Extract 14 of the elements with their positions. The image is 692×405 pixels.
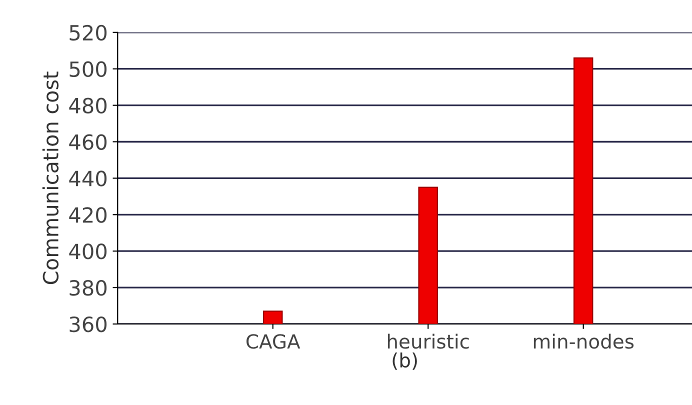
y-tick-label: 440 (69, 170, 107, 186)
y-axis-title: Communication cost (42, 72, 59, 284)
y-tick-label: 420 (69, 207, 107, 223)
x-axis-title: (b) (392, 352, 417, 370)
y-tick-label: 400 (69, 244, 107, 260)
y-tick-label: 460 (69, 134, 107, 150)
y-tick-label: 380 (70, 280, 107, 296)
y-tick-label: 520 (70, 24, 107, 41)
x-tick-label: min-nodes (534, 334, 634, 349)
x-tick-label: CAGA (246, 334, 300, 349)
y-tick-label: 360 (70, 316, 107, 332)
x-tick-label: heuristic (388, 334, 469, 349)
y-tick-label: 480 (69, 98, 107, 114)
y-tick-label: 500 (70, 61, 107, 78)
